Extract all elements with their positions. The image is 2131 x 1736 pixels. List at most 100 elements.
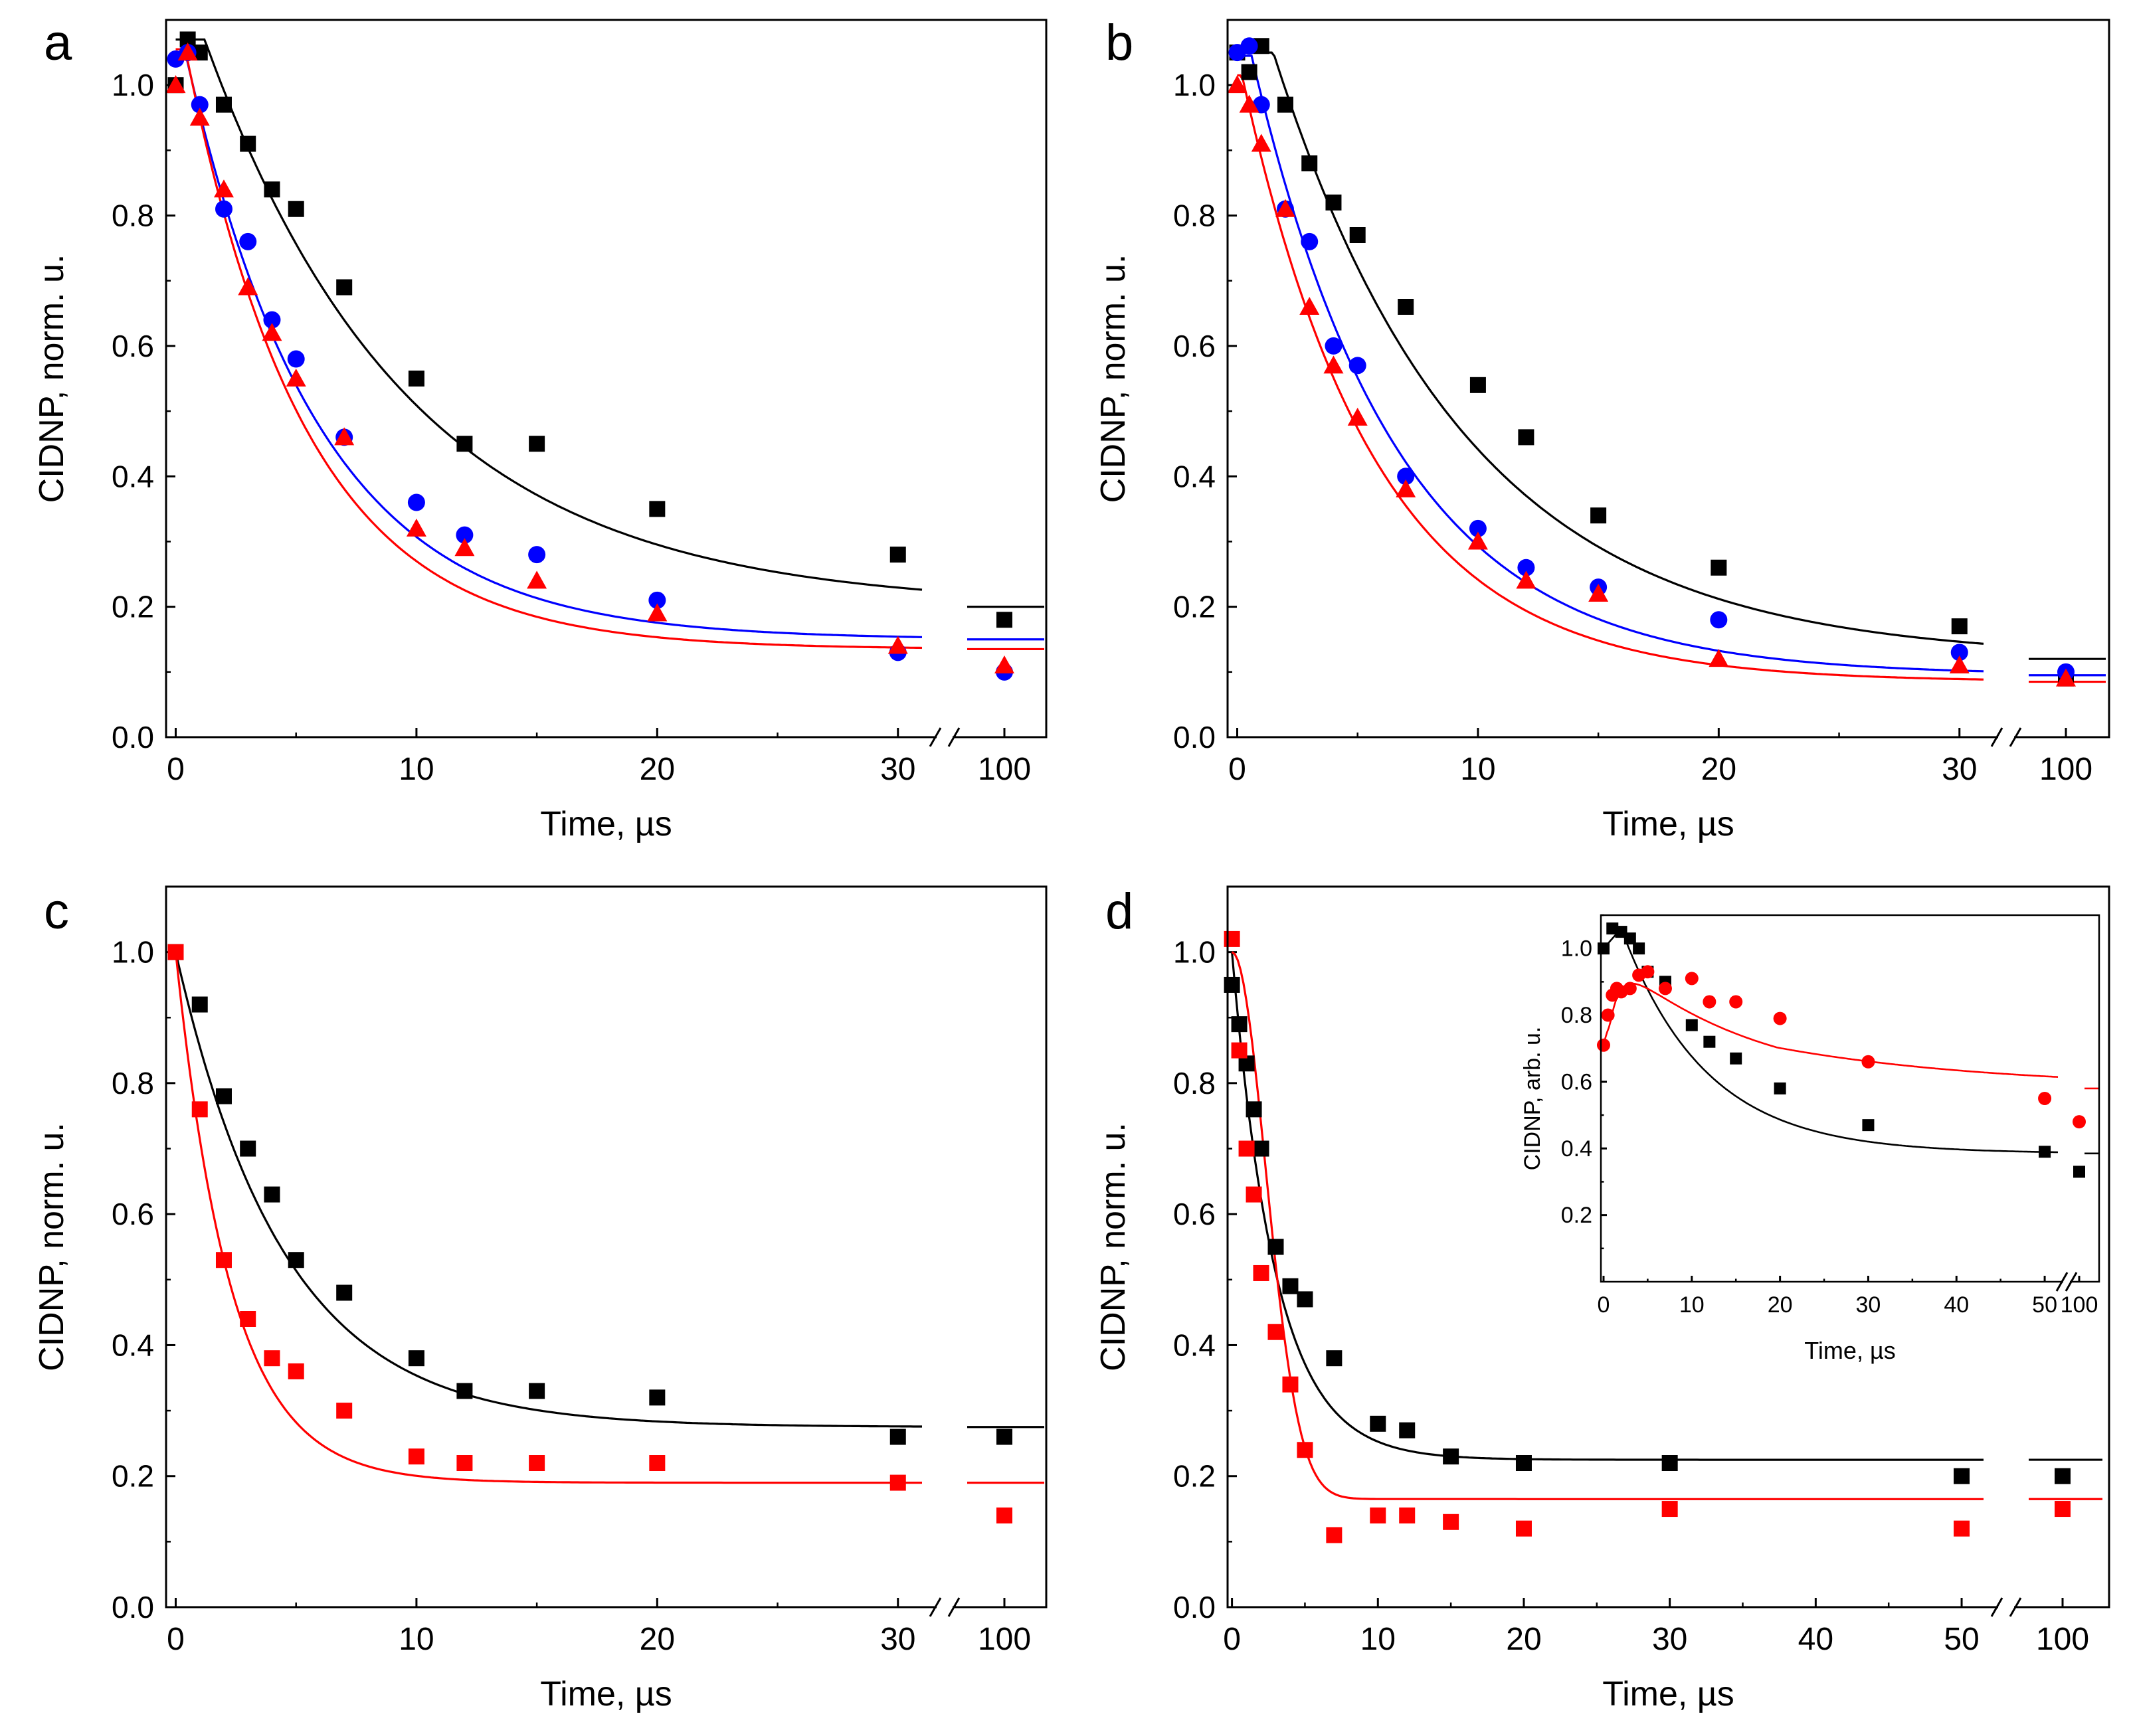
panel-a-data-point	[406, 518, 426, 537]
panel-c-x-tick-label: 30	[880, 1622, 915, 1657]
panel-c-fit-curve	[174, 952, 922, 1428]
panel-a-data-point	[238, 277, 258, 296]
panel-c-data-point	[215, 1088, 232, 1104]
panel-c: c 0.0 0.2 0.4 0.6 0.8 1.0 0 10 20 30 100…	[33, 883, 1048, 1713]
panel-d-fit-curve	[1231, 952, 1984, 1461]
inset-data-point	[1641, 965, 1655, 979]
panel-b: b 0.0 0.2 0.4 0.6 0.8 1.0 0 10 20 30 100…	[1094, 15, 2110, 843]
panel-a-break-cover	[937, 732, 953, 742]
panel-b-break-cover	[1998, 732, 2014, 742]
panel-c-break-mark	[947, 1597, 961, 1617]
panel-b-data-point	[1299, 297, 1320, 315]
inset-data-point	[1658, 982, 1672, 996]
panel-a-data-point	[263, 311, 281, 329]
panel-c-data-point	[996, 1507, 1012, 1523]
panel-d-frame	[1226, 885, 2110, 1608]
panel-b-frame	[1226, 19, 2110, 738]
panel-d-y-tick-label: 0.8	[1173, 1066, 1216, 1100]
inset-data-point	[2039, 1146, 2051, 1158]
panel-b-data-point	[1516, 570, 1536, 589]
panel-d-data-point	[1370, 1415, 1386, 1432]
panel-d-data-point	[1954, 1468, 1970, 1484]
panel-b-data-point	[1227, 75, 1248, 94]
panel-a-data-point	[288, 201, 304, 217]
panel-b-data-point	[1711, 559, 1727, 576]
panel-c-x-axis-label: Time, µs	[540, 1675, 672, 1713]
panel-d-y-tick-label: 0.2	[1173, 1459, 1216, 1494]
panel-a-data-point	[264, 181, 280, 198]
panel-d-data-point	[1231, 1016, 1248, 1033]
panel-a-x-ticks	[174, 728, 1006, 737]
panel-c-data-point	[408, 1448, 424, 1465]
panel-c-fit-curve	[174, 952, 922, 1484]
panel-c-data-point	[889, 1429, 906, 1445]
panel-b-data-point	[2056, 668, 2076, 687]
inset-data-point	[1633, 942, 1645, 955]
panel-d-data-point	[1326, 1527, 1343, 1543]
panel-a-fits	[175, 38, 1044, 651]
panel-b-y-tick-label: 0.8	[1173, 199, 1216, 233]
inset-y-tick-label: 0.6	[1561, 1069, 1592, 1094]
panel-c-x-tick-label: 20	[640, 1622, 675, 1657]
panel-a-data-point	[240, 135, 256, 152]
panel-d-y-tick-label: 0.6	[1173, 1197, 1216, 1231]
panel-b-data-point	[1323, 355, 1344, 374]
panel-a-data-point	[286, 369, 306, 387]
panel-d-x-tick-labels: 0 10 20 30 40 50	[1223, 1622, 1980, 1657]
panel-b-data-point	[1325, 337, 1343, 355]
inset-points	[1596, 922, 2086, 1178]
panel-d-data-point	[1399, 1422, 1416, 1438]
inset-x-ticks	[1602, 1276, 2081, 1282]
panel-c-data-point	[649, 1455, 666, 1471]
panel-c-data-point	[240, 1140, 256, 1157]
panel-a-y-tick-label: 0.2	[112, 590, 154, 624]
panel-d-data-point	[1231, 1042, 1248, 1059]
inset-data-point	[1703, 995, 1716, 1009]
panel-b-data-point	[1251, 133, 1271, 152]
panel-b-y-ticks	[1228, 19, 1237, 738]
inset-x-tick-label: 50	[2032, 1292, 2057, 1318]
inset-break-mark	[2065, 1272, 2078, 1292]
panel-d-data-point	[1954, 1520, 1970, 1537]
inset-data-point	[1623, 982, 1637, 996]
panel-d-break-gap	[1990, 1597, 2022, 1617]
inset-data-point	[1601, 1008, 1615, 1022]
inset-data-point	[1861, 1055, 1875, 1069]
panel-c-x-ticks	[174, 1598, 1006, 1607]
panel-a-data-point	[215, 96, 232, 113]
inset-x-tick-label: 30	[1856, 1292, 1881, 1318]
inset-y-tick-label: 1.0	[1561, 936, 1592, 962]
panel-b-data-point	[1398, 299, 1414, 315]
panel-c-y-tick-label: 0.4	[112, 1328, 154, 1362]
panel-c-data-point	[264, 1350, 280, 1367]
panel-b-data-point	[1710, 611, 1728, 629]
panel-d-x-tick-label: 50	[1944, 1622, 1979, 1657]
panel-d-x-tick-label: 10	[1360, 1622, 1396, 1657]
panel-b-fits	[1237, 51, 2106, 683]
panel-d-data-point	[1326, 1350, 1343, 1367]
panel-d-y-tick-label: 0.4	[1173, 1328, 1216, 1362]
panel-d-break-cover	[1998, 1602, 2014, 1612]
panel-c-x-tick-label: 0	[167, 1622, 185, 1657]
panel-a-data-point	[262, 323, 282, 341]
panel-b-letter: b	[1105, 15, 1133, 71]
inset-x-tick-label: 40	[1944, 1292, 1969, 1318]
panel-a-data-point	[529, 436, 545, 452]
panel-b-data-point	[1239, 94, 1259, 113]
panel-d-data-point	[1267, 1239, 1284, 1255]
panel-d-y-tick-labels: 0.0 0.2 0.4 0.6 0.8 1.0	[1173, 935, 1216, 1624]
panel-d-x-ticks	[1231, 1598, 2064, 1607]
inset-x-tick-labels: 0 10 20 30 40 50	[1598, 1292, 2057, 1318]
panel-a-data-point	[191, 96, 209, 114]
panel-b-y-tick-label: 0.4	[1173, 459, 1216, 493]
inset-data-point	[1685, 1019, 1698, 1031]
panel-a-data-point	[189, 108, 210, 126]
inset-y-tick-labels: 0.2 0.4 0.6 0.8 1.0	[1561, 936, 1592, 1228]
panel-b-data-point	[1949, 655, 1970, 673]
inset-data-point	[1597, 942, 1610, 955]
panel-d-data-point	[1282, 1278, 1299, 1294]
panel-b-x-tick-label-100: 100	[2039, 752, 2092, 787]
panel-a-data-point	[456, 526, 474, 544]
panel-c-y-axis-label: CIDNP, norm. u.	[33, 1122, 71, 1371]
